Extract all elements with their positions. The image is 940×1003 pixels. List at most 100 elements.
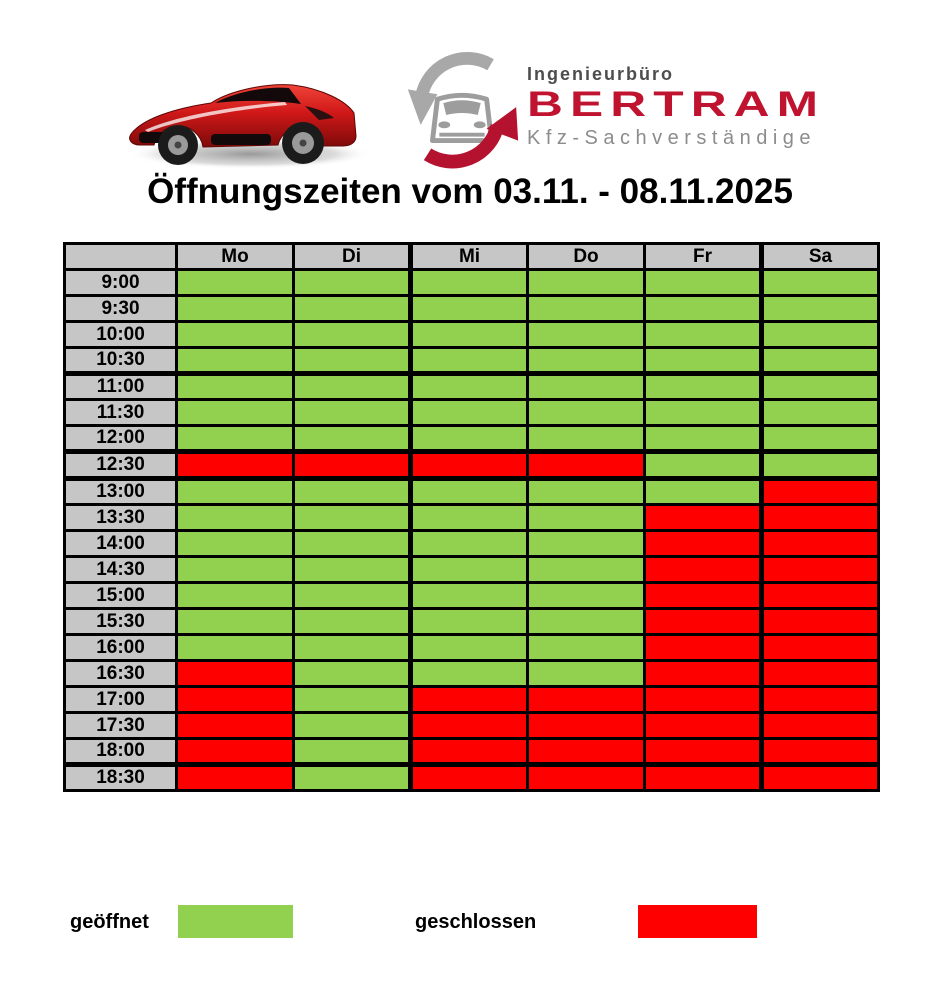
cell-di-1330 [292, 503, 413, 532]
cell-fr-1030 [643, 346, 764, 376]
cell-mo-1000 [175, 320, 295, 349]
cell-sa-1730 [760, 711, 880, 740]
day-header-fr: Fr [643, 242, 764, 271]
cell-mi-1700 [409, 685, 529, 714]
cell-mi-1630 [409, 659, 529, 688]
cell-di-1400 [292, 529, 413, 558]
cell-mi-1400 [409, 529, 529, 558]
cell-mi-1530 [409, 607, 529, 636]
cell-mo-1330 [175, 503, 295, 532]
cell-di-1800 [292, 737, 413, 767]
sports-car-image [128, 84, 372, 169]
header-row: Mo Di Mi Do Fr Sa [63, 242, 880, 271]
cell-mi-1100 [409, 372, 529, 401]
logo-company-type: Ingenieurbüro [527, 64, 674, 84]
time-label-1530: 15:30 [63, 607, 178, 636]
cell-mo-1500 [175, 581, 295, 610]
logo-car-front [430, 92, 494, 144]
cell-mo-930 [175, 294, 295, 323]
cell-do-1530 [526, 607, 646, 636]
cell-do-1300 [526, 477, 646, 506]
cell-do-1830 [526, 763, 646, 792]
cell-di-1500 [292, 581, 413, 610]
cell-do-1100 [526, 372, 646, 401]
cell-mi-1030 [409, 346, 529, 376]
time-label-1500: 15:00 [63, 581, 178, 610]
cell-do-1400 [526, 529, 646, 558]
table-row: 12:00 [63, 424, 880, 454]
day-header-di: Di [292, 242, 413, 271]
cell-fr-1600 [643, 633, 764, 662]
table-row: 18:30 [63, 763, 880, 792]
cell-mo-1200 [175, 424, 295, 454]
table-row: 16:30 [63, 659, 880, 688]
cell-do-1500 [526, 581, 646, 610]
cell-sa-1530 [760, 607, 880, 636]
table-row: 18:00 [63, 737, 880, 767]
cell-di-1230 [292, 450, 413, 481]
table-row: 15:00 [63, 581, 880, 610]
table-row: 14:00 [63, 529, 880, 558]
cell-fr-1300 [643, 477, 764, 506]
cell-mi-1430 [409, 555, 529, 584]
cell-do-1030 [526, 346, 646, 376]
car-rear-hub [299, 139, 307, 147]
table-row: 11:30 [63, 398, 880, 427]
cell-sa-1800 [760, 737, 880, 767]
cell-do-1200 [526, 424, 646, 454]
cell-mi-1330 [409, 503, 529, 532]
table-row: 9:00 [63, 268, 880, 297]
cell-do-930 [526, 294, 646, 323]
time-label-900: 9:00 [63, 268, 178, 297]
schedule-table: Mo Di Mi Do Fr Sa 9:00 9:30 10:00 10:30 11:00 11:3… [63, 242, 880, 792]
time-label-1830: 18:30 [63, 763, 178, 792]
cell-sa-1430 [760, 555, 880, 584]
cell-sa-930 [760, 294, 880, 323]
cell-do-1800 [526, 737, 646, 767]
cell-fr-930 [643, 294, 764, 323]
cell-sa-1100 [760, 372, 880, 401]
cell-fr-1000 [643, 320, 764, 349]
cell-di-1000 [292, 320, 413, 349]
schedule-table-container: Mo Di Mi Do Fr Sa 9:00 9:30 10:00 10:30 11:00 11:3… [63, 242, 880, 792]
cell-fr-1130 [643, 398, 764, 427]
logo-company-name: BERTRAM [527, 85, 826, 124]
table-row: 10:00 [63, 320, 880, 349]
legend-open-label: geöffnet [70, 911, 149, 933]
cell-fr-1730 [643, 711, 764, 740]
cell-sa-1230 [760, 450, 880, 481]
cell-sa-1300 [760, 477, 880, 506]
time-label-1200: 12:00 [63, 424, 178, 454]
day-header-mo: Mo [175, 242, 295, 271]
time-label-1630: 16:30 [63, 659, 178, 688]
cell-mo-1430 [175, 555, 295, 584]
time-label-1100: 11:00 [63, 372, 178, 401]
cell-mo-1630 [175, 659, 295, 688]
time-label-1430: 14:30 [63, 555, 178, 584]
table-row: 9:30 [63, 294, 880, 323]
legend-closed-swatch [638, 905, 757, 938]
cell-fr-1100 [643, 372, 764, 401]
cell-sa-1330 [760, 503, 880, 532]
cell-fr-900 [643, 268, 764, 297]
cell-fr-1430 [643, 555, 764, 584]
cell-do-1130 [526, 398, 646, 427]
cell-sa-1000 [760, 320, 880, 349]
corner-cell [63, 242, 178, 271]
logo-text-block: Ingenieurbüro BERTRAM Kfz-Sachverständig… [527, 64, 857, 150]
time-label-1300: 13:00 [63, 477, 178, 506]
time-label-1700: 17:00 [63, 685, 178, 714]
cell-mo-1800 [175, 737, 295, 767]
cell-do-1730 [526, 711, 646, 740]
page-title: Öffnungszeiten vom 03.11. - 08.11.2025 [147, 172, 793, 211]
cell-do-900 [526, 268, 646, 297]
day-header-sa: Sa [760, 242, 880, 271]
table-row: 17:00 [63, 685, 880, 714]
cell-di-1530 [292, 607, 413, 636]
car-mid-intake [211, 134, 271, 145]
cell-mo-1830 [175, 763, 295, 792]
cell-do-1600 [526, 633, 646, 662]
logo-red-arrow [423, 123, 505, 169]
time-label-1130: 11:30 [63, 398, 178, 427]
cell-mi-900 [409, 268, 529, 297]
